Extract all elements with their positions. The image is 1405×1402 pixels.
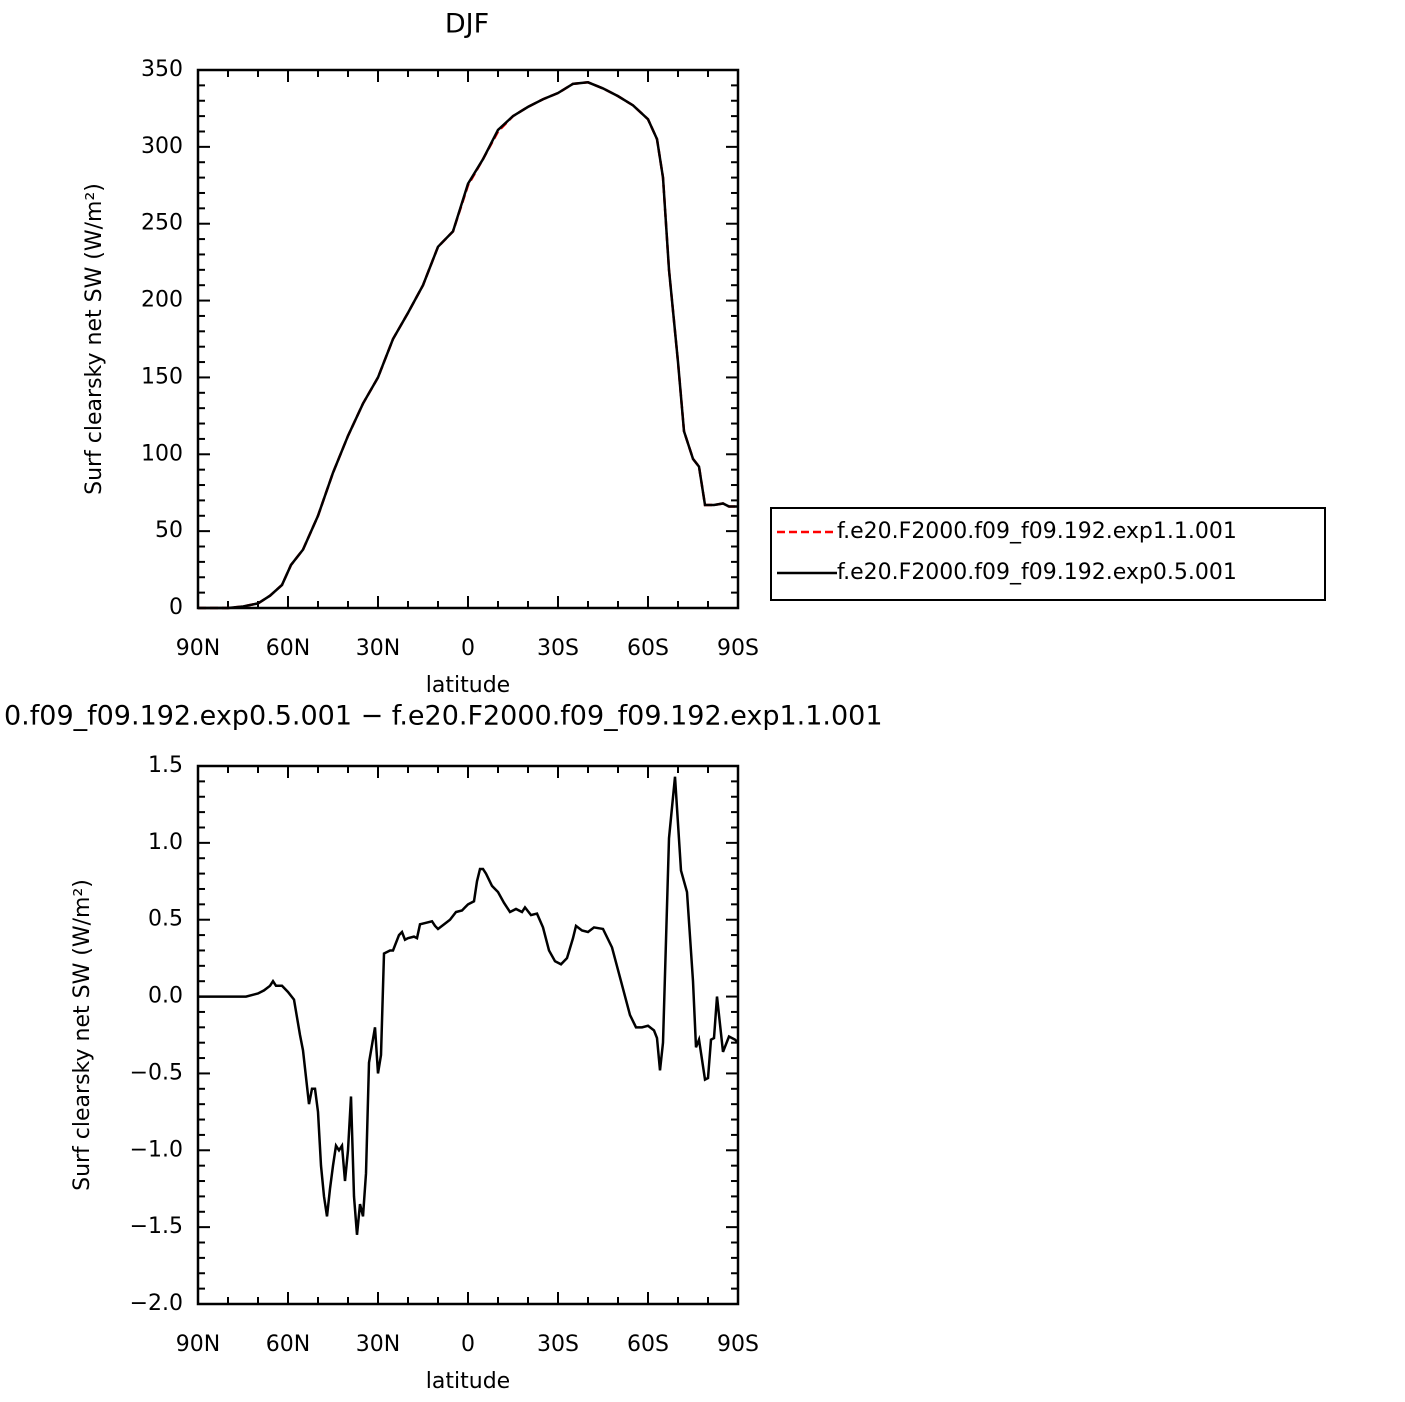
x-tick-label: 90N — [176, 1332, 220, 1357]
legend-box — [770, 507, 1326, 601]
x-tick-label: 90S — [717, 1332, 759, 1357]
chart-title: 0.f09_f09.192.exp0.5.001 − f.e20.F2000.f… — [4, 701, 883, 732]
x-tick-label: 0 — [461, 636, 475, 661]
x-tick-label: 60N — [266, 1332, 310, 1357]
plot-frame — [196, 68, 740, 610]
x-tick-label: 90N — [176, 636, 220, 661]
y-tick-label: 50 — [155, 518, 183, 543]
x-tick-label: 30S — [537, 636, 579, 661]
y-tick-label: −1.5 — [130, 1214, 183, 1239]
y-tick-label: 350 — [141, 57, 183, 82]
y-axis-label: Surf clearsky net SW (W/m²) — [70, 879, 95, 1191]
x-tick-label: 90S — [717, 636, 759, 661]
data-line — [198, 776, 739, 1235]
y-tick-label: −0.5 — [130, 1060, 183, 1085]
plot-frame — [196, 764, 740, 1306]
x-axis-label: latitude — [426, 1369, 510, 1394]
y-tick-label: −2.0 — [130, 1291, 183, 1316]
y-tick-label: 100 — [141, 441, 183, 466]
legend-label: f.e20.F2000.f09_f09.192.exp1.1.001 — [837, 519, 1237, 544]
y-tick-label: 1.0 — [148, 830, 183, 855]
legend-label: f.e20.F2000.f09_f09.192.exp0.5.001 — [837, 560, 1237, 585]
x-tick-label: 30S — [537, 1332, 579, 1357]
x-tick-label: 60S — [627, 636, 669, 661]
x-tick-label: 60N — [266, 636, 310, 661]
y-tick-label: 150 — [141, 364, 183, 389]
x-tick-label: 30N — [356, 636, 400, 661]
x-axis-label: latitude — [426, 673, 510, 698]
y-tick-label: 200 — [141, 288, 183, 313]
x-tick-label: 30N — [356, 1332, 400, 1357]
y-tick-label: 0 — [169, 595, 183, 620]
y-tick-label: 1.5 — [148, 753, 183, 778]
data-line — [198, 81, 738, 610]
x-tick-label: 0 — [461, 1332, 475, 1357]
x-tick-label: 60S — [627, 1332, 669, 1357]
y-tick-label: 0.5 — [148, 907, 183, 932]
y-tick-label: 300 — [141, 134, 183, 159]
y-axis-label: Surf clearsky net SW (W/m²) — [82, 183, 107, 495]
data-line — [198, 81, 738, 610]
y-tick-label: 0.0 — [148, 984, 183, 1009]
y-tick-label: 250 — [141, 211, 183, 236]
chart-title: DJF — [445, 9, 489, 40]
y-tick-label: −1.0 — [130, 1137, 183, 1162]
